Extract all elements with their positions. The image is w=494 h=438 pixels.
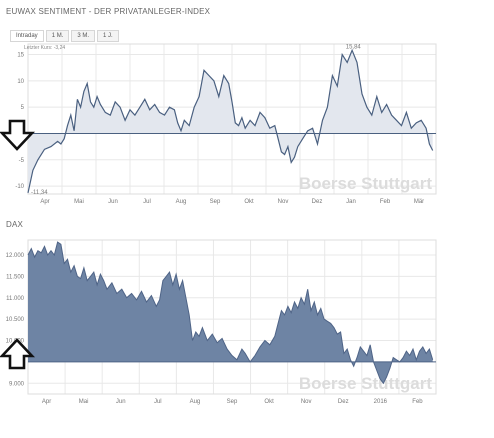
y-tick-label: 5 — [21, 105, 25, 111]
x-tick-label: Aug — [176, 199, 187, 205]
y-tick-label: 11.000 — [6, 296, 25, 302]
y-tick-label: 15 — [17, 53, 24, 59]
y-tick-label: 11.500 — [6, 274, 25, 280]
watermark-text: Boerse Stuttgart — [299, 174, 433, 193]
x-tick-label: Sep — [210, 199, 221, 205]
x-tick-label: Jun — [108, 199, 118, 205]
x-tick-label: Nov — [278, 199, 289, 205]
x-tick-label: Nov — [301, 399, 312, 405]
x-tick-label: Apr — [42, 399, 51, 405]
series-area — [28, 50, 433, 193]
x-tick-label: Sep — [227, 399, 238, 405]
x-tick-label: Dez — [312, 199, 323, 205]
tab-intraday[interactable]: Intraday — [10, 30, 44, 42]
y-tick-label: 9.000 — [9, 381, 25, 387]
x-tick-label: Jun — [116, 399, 126, 405]
x-tick-label: Dez — [338, 399, 349, 405]
arrow-down-outline-icon — [0, 119, 36, 151]
tab-1-year[interactable]: 1 J. — [97, 30, 119, 42]
y-tick-label: -5 — [19, 158, 25, 164]
y-tick-label: -10 — [15, 184, 24, 190]
range-tabs: Intraday 1 M. 3 M. 1 J. — [10, 30, 119, 42]
series-line — [27, 241, 434, 385]
sentiment-chart: 151050-5-10AprMaiJunJulAugSepOktNovDezJa… — [15, 43, 437, 205]
x-tick-label: Okt — [244, 199, 254, 205]
tab-1-month[interactable]: 1 M. — [45, 30, 70, 42]
x-tick-label: Aug — [190, 399, 201, 405]
x-tick-label: 2016 — [374, 399, 388, 405]
y-tick-label: 12.000 — [6, 253, 25, 259]
x-tick-label: Apr — [40, 199, 49, 205]
x-tick-label: Jan — [346, 199, 356, 205]
max-value-label: 15,84 — [346, 44, 362, 50]
tab-3-months[interactable]: 3 M. — [71, 30, 96, 42]
x-tick-label: Mai — [79, 399, 89, 405]
watermark-text: Boerse Stuttgart — [299, 374, 433, 393]
x-tick-label: Jul — [143, 199, 151, 205]
arrow-up-outline-icon — [0, 338, 36, 370]
series-area — [28, 242, 433, 384]
sentiment-title: EUWAX SENTIMENT - DER PRIVATANLEGER-INDE… — [6, 7, 211, 16]
x-tick-label: Feb — [412, 399, 423, 405]
last-value-label: Letzter Kurs: -3,24 — [24, 45, 66, 51]
x-tick-label: Mär — [414, 199, 424, 205]
y-tick-label: 10.500 — [6, 317, 25, 323]
dax-chart: 12.00011.50011.00010.50010.0009.5009.000… — [6, 239, 437, 405]
x-tick-label: Jul — [154, 399, 162, 405]
x-tick-label: Mai — [74, 199, 84, 205]
dax-title: DAX — [6, 220, 24, 229]
x-tick-label: Feb — [380, 199, 391, 205]
plot-frame — [27, 43, 437, 195]
x-tick-label: Okt — [264, 399, 274, 405]
series-line — [27, 48, 434, 194]
min-value-label: -11,34 — [31, 190, 48, 196]
y-tick-label: 10 — [17, 79, 24, 85]
